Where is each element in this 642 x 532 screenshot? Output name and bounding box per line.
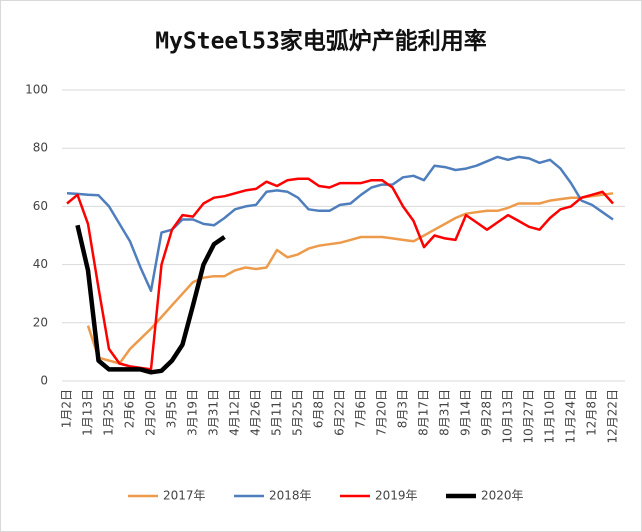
legend-label: 2020年	[481, 489, 524, 503]
x-tick-label: 11月24日	[564, 389, 578, 444]
y-tick-label: 40	[33, 257, 48, 271]
x-tick-label: 9月28日	[480, 389, 494, 436]
series-line	[66, 155, 614, 293]
x-tick-label: 2月20日	[144, 389, 158, 436]
x-tick-label: 12月8日	[585, 389, 599, 436]
y-tick-label: 80	[33, 141, 48, 155]
series-line	[75, 224, 226, 375]
x-tick-label: 4月26日	[249, 389, 263, 436]
x-tick-label: 5月25日	[291, 389, 305, 436]
series-line	[86, 192, 614, 365]
x-tick-label: 7月20日	[375, 389, 389, 436]
x-tick-label: 7月6日	[354, 389, 368, 428]
x-tick-label: 1月2日	[60, 389, 74, 428]
y-tick-label: 100	[25, 83, 48, 97]
x-tick-label: 11月10日	[543, 389, 557, 444]
x-tick-label: 3月19日	[186, 389, 200, 436]
x-tick-label: 3月31日	[207, 389, 221, 436]
x-tick-label: 6月8日	[312, 389, 326, 428]
x-tick-label: 8月31日	[438, 389, 452, 436]
y-tick-label: 0	[40, 374, 48, 388]
y-tick-label: 60	[33, 199, 48, 213]
x-tick-label: 5月11日	[270, 389, 284, 436]
x-tick-label: 4月12日	[228, 389, 242, 436]
legend-label: 2017年	[163, 489, 206, 503]
series-line	[66, 177, 614, 371]
y-tick-label: 20	[33, 315, 48, 329]
legend-label: 2018年	[269, 489, 312, 503]
x-tick-label: 10月13日	[501, 389, 515, 444]
x-tick-label: 8月17日	[417, 389, 431, 436]
x-tick-label: 6月22日	[333, 389, 347, 436]
x-tick-label: 8月3日	[396, 389, 410, 428]
x-tick-label: 1月13日	[81, 389, 95, 436]
x-tick-label: 12月22日	[606, 389, 620, 444]
x-tick-label: 9月14日	[459, 389, 473, 436]
x-tick-label: 10月27日	[522, 389, 536, 444]
x-tick-label: 1月25日	[102, 389, 116, 436]
chart-title: MySteel53家电弧炉产能利用率	[155, 28, 487, 55]
legend-label: 2019年	[375, 489, 418, 503]
x-tick-label: 2月6日	[123, 389, 137, 428]
x-tick-label: 3月5日	[165, 389, 179, 428]
